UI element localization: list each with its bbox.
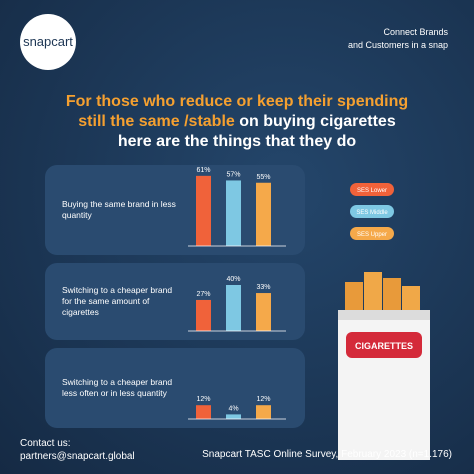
logo: snapcart bbox=[23, 34, 73, 49]
legend-label: SES Lower bbox=[357, 188, 387, 194]
logo-circle bbox=[20, 14, 76, 70]
value-label: 61% bbox=[196, 167, 210, 174]
value-label: 27% bbox=[196, 291, 210, 298]
legend-swatch bbox=[350, 227, 394, 240]
value-label: 12% bbox=[256, 396, 270, 403]
bar bbox=[196, 175, 211, 246]
bar bbox=[256, 293, 271, 331]
source: Snapcart TASC Online Survey, February 20… bbox=[202, 449, 452, 460]
title: For those who reduce or keep their spend… bbox=[0, 92, 474, 152]
title-line: here are the things that they do bbox=[0, 132, 474, 152]
title-segment: on buying cigarettes bbox=[234, 113, 396, 130]
legend-swatch bbox=[350, 183, 394, 196]
category-label: Switching to a cheaper brand less often … bbox=[62, 377, 173, 398]
contact-label: Contact us: bbox=[20, 438, 71, 449]
panel bbox=[45, 348, 305, 428]
bar bbox=[256, 182, 271, 246]
value-label: 4% bbox=[228, 405, 238, 412]
contact-email: partners@snapcart.global bbox=[20, 451, 135, 462]
tagline: Connect Brands and Customers in a snap bbox=[348, 26, 448, 52]
category-label: Switching to a cheaper brand for the sam… bbox=[62, 285, 173, 317]
legend-label: SES Middle bbox=[356, 210, 388, 216]
value-label: 12% bbox=[196, 396, 210, 403]
tagline-line: and Customers in a snap bbox=[347, 40, 448, 50]
value-label: 33% bbox=[256, 284, 270, 291]
bar bbox=[226, 285, 241, 331]
legend-label: SES Upper bbox=[357, 232, 387, 238]
cigarette-pack bbox=[338, 272, 430, 460]
contact: Contact us: partners@snapcart.global bbox=[20, 437, 135, 463]
title-segment: For those who reduce or keep their spend… bbox=[65, 93, 409, 110]
value-label: 55% bbox=[256, 174, 270, 181]
title-segment: here are the things that they do bbox=[117, 133, 357, 150]
title-segment: still the same /stable bbox=[78, 113, 235, 130]
category-label: Buying the same brand in less quantity bbox=[62, 199, 176, 220]
pack-label: CIGARETTES bbox=[355, 341, 413, 351]
value-label: 57% bbox=[226, 171, 240, 178]
value-label: 40% bbox=[226, 276, 240, 283]
legend-swatch bbox=[350, 205, 394, 218]
bar bbox=[196, 299, 211, 331]
title-line: still the same /stable on buying cigaret… bbox=[0, 112, 474, 132]
bar bbox=[196, 405, 211, 419]
bar bbox=[256, 405, 271, 419]
title-line: For those who reduce or keep their spend… bbox=[0, 92, 474, 112]
bar bbox=[226, 414, 241, 419]
tagline-line: Connect Brands bbox=[383, 27, 448, 37]
bar bbox=[226, 180, 241, 246]
